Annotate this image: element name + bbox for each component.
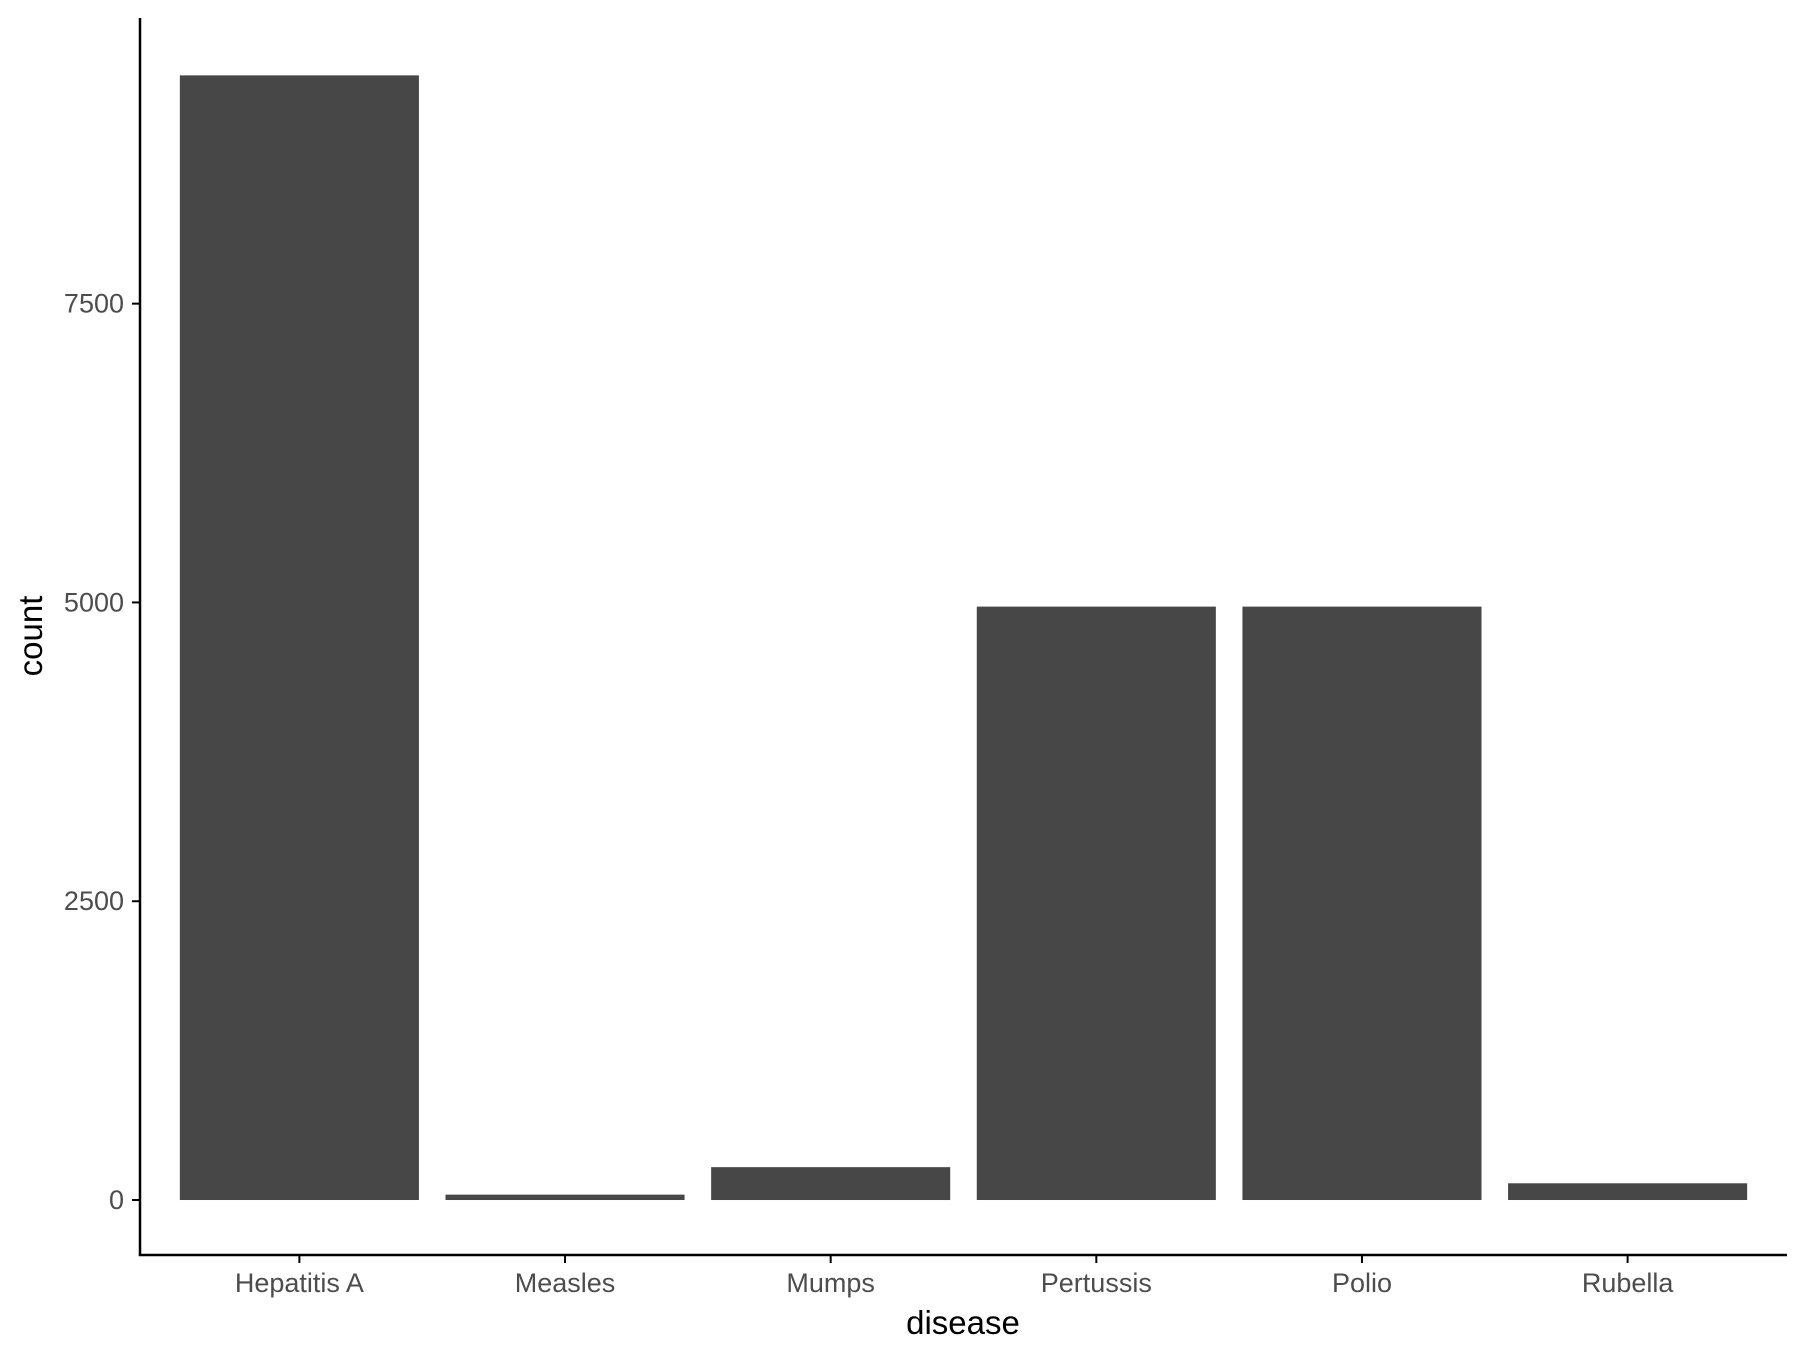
bar-polio <box>1242 606 1482 1201</box>
x-tick-label-rubella: Rubella <box>1582 1268 1675 1298</box>
y-axis-title: count <box>12 596 49 677</box>
bar-hepatitis-a <box>179 75 419 1201</box>
x-tick-label-hepatitis-a: Hepatitis A <box>235 1268 364 1298</box>
x-tick-label-measles: Measles <box>515 1268 616 1298</box>
bar-rubella <box>1508 1183 1748 1201</box>
y-axis-ticks: 0 2500 5000 7500 <box>64 289 140 1215</box>
y-tick-label-5000: 5000 <box>64 587 124 617</box>
bar-pertussis <box>976 606 1216 1201</box>
bars-layer <box>179 75 1748 1201</box>
y-tick-label-2500: 2500 <box>64 886 124 916</box>
x-tick-label-mumps: Mumps <box>786 1268 875 1298</box>
bar-measles <box>445 1194 685 1201</box>
x-tick-label-polio: Polio <box>1332 1268 1392 1298</box>
y-tick-label-0: 0 <box>109 1185 124 1215</box>
x-tick-label-pertussis: Pertussis <box>1041 1268 1152 1298</box>
x-axis-title: disease <box>906 1304 1020 1341</box>
y-tick-label-7500: 7500 <box>64 289 124 319</box>
x-axis-ticks: Hepatitis A Measles Mumps Pertussis Polio Rub… <box>235 1255 1675 1298</box>
bar-mumps <box>711 1167 951 1201</box>
